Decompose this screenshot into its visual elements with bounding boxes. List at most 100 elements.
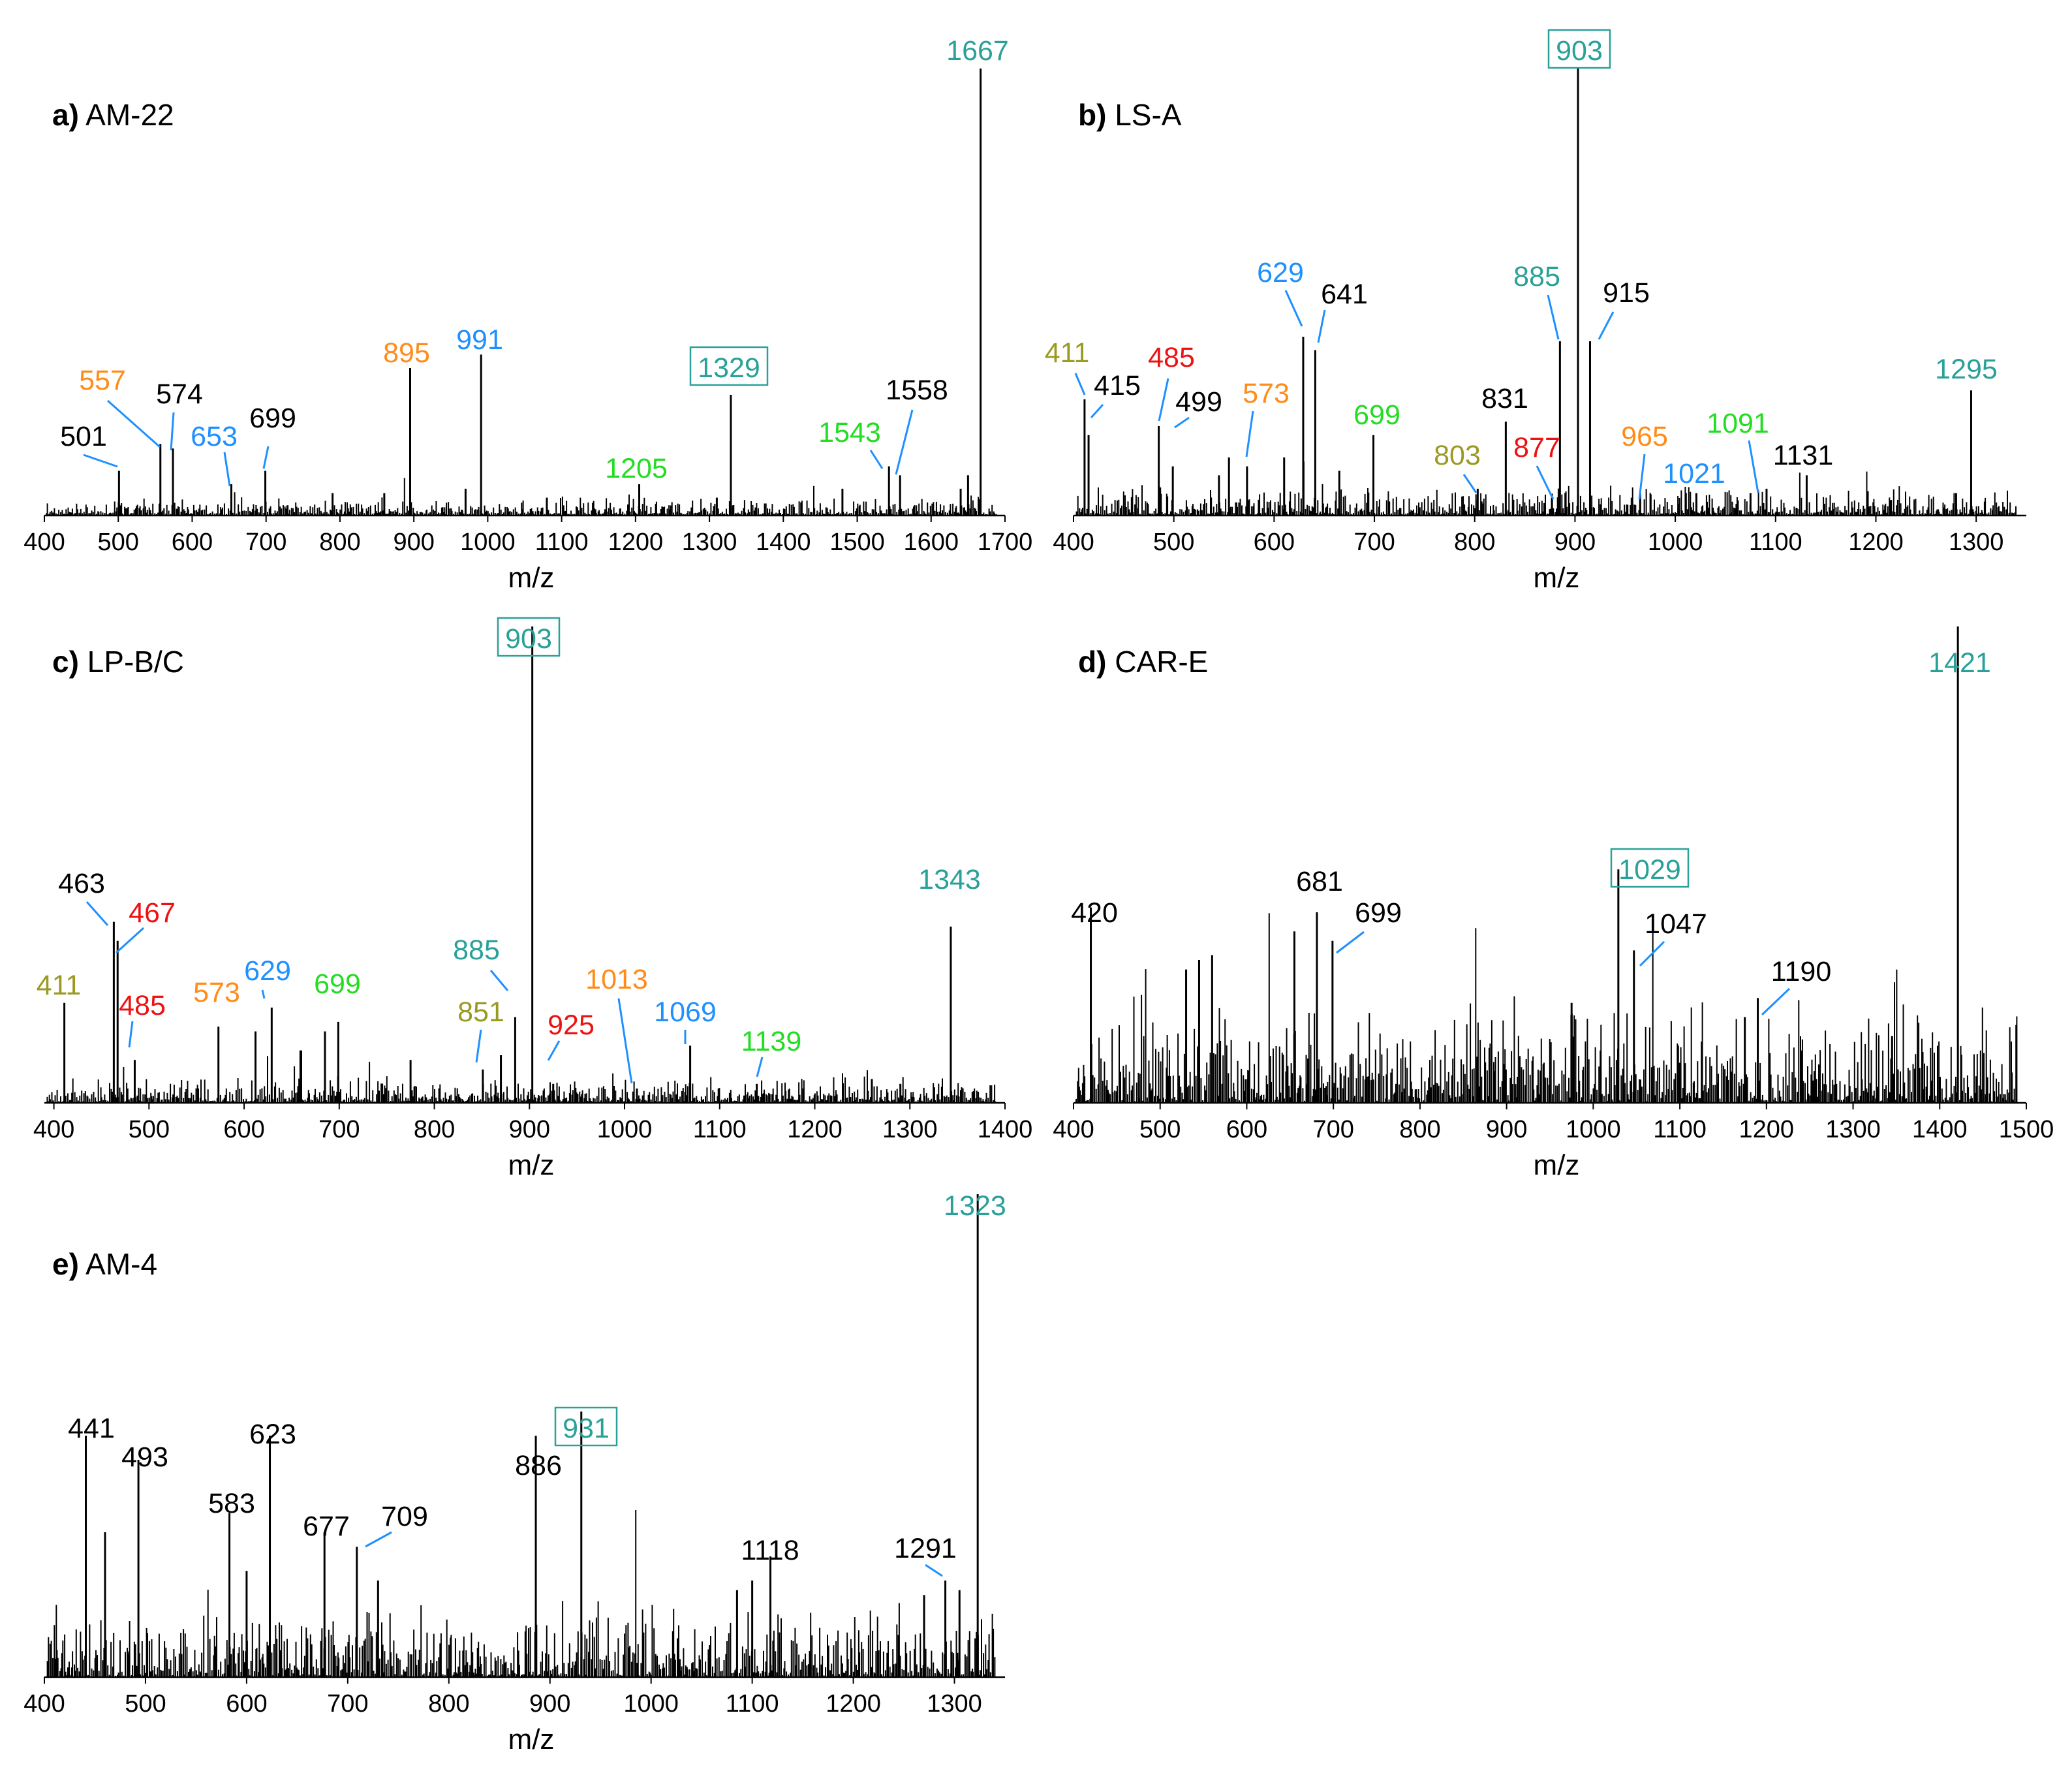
leader-line — [617, 998, 633, 1084]
peak-label: 1421 — [1928, 647, 1991, 679]
peak-label: 1295 — [1935, 354, 1998, 385]
panel-letter: b) — [1078, 98, 1106, 132]
peak-label: 583 — [208, 1488, 255, 1519]
x-tick-label: 1400 — [756, 529, 811, 556]
panel-e: e) AM-4 400 500 600 700 800 900 1000 1100 1200 130… — [23, 1190, 1006, 1755]
peak-label: 1139 — [741, 1026, 801, 1057]
peak-label: 1131 — [1773, 440, 1833, 471]
peak-label: 573 — [1243, 378, 1290, 409]
peak-label: 677 — [303, 1511, 350, 1542]
peak-label: 557 — [79, 365, 126, 396]
peak-label: 485 — [119, 990, 166, 1021]
x-tick-label: 800 — [1399, 1116, 1440, 1143]
x-tick-label: 1300 — [1949, 529, 2004, 556]
x-tick-label: 500 — [129, 1116, 170, 1143]
peak-label-box — [1610, 848, 1690, 888]
noise-peaks — [46, 1050, 997, 1103]
x-tick-label: 1200 — [1739, 1116, 1795, 1143]
leader-line — [1462, 474, 1477, 493]
peak-label: 1558 — [886, 375, 948, 406]
x-tick-label: 700 — [1312, 1116, 1353, 1143]
x-tick-label: 700 — [327, 1690, 368, 1718]
leader-line — [895, 409, 914, 475]
peak-label: 441 — [68, 1413, 115, 1444]
peak-label: 903 — [505, 623, 552, 655]
leader-line — [365, 1531, 392, 1548]
x-tick-label: 900 — [1554, 529, 1596, 556]
leader-line — [83, 454, 118, 468]
panel-name: AM-4 — [79, 1247, 157, 1281]
peak-label: 925 — [548, 1010, 595, 1041]
peak-label: 877 — [1513, 432, 1560, 463]
panel-letter: e) — [52, 1247, 79, 1281]
x-tick-label: 1100 — [726, 1690, 779, 1718]
x-axis-label: m/z — [508, 1723, 555, 1755]
peak-labels: 1667 1329 991 895 699 653 574 557 501 1205 1543155… — [60, 35, 1009, 487]
peak-label: 1329 — [698, 352, 760, 384]
x-tick-label: 1200 — [608, 529, 664, 556]
peak-label: 699 — [249, 403, 296, 434]
leader-line — [489, 970, 509, 991]
panel-letter: c) — [52, 645, 79, 679]
x-tick-label: 1300 — [927, 1690, 982, 1718]
x-tick-label: 1300 — [682, 529, 737, 556]
peak-label: 699 — [314, 968, 361, 1000]
peak-label: 886 — [515, 1450, 562, 1481]
x-tick-label: 400 — [33, 1116, 74, 1143]
x-tick-label: 1600 — [903, 529, 959, 556]
peak-label: 885 — [1513, 261, 1560, 292]
peak-label: 903 — [1556, 35, 1603, 67]
leader-line — [475, 1029, 482, 1063]
peak-label: 895 — [383, 337, 430, 369]
leader-line — [107, 399, 161, 448]
x-tick-label: 600 — [172, 529, 213, 556]
peaks — [1090, 626, 1959, 1103]
panel-b: b) LS-A 400 500 600 700 800 900 1000 1100 1200 130… — [1045, 29, 2026, 594]
x-tick-label: 600 — [1254, 529, 1295, 556]
x-tick-label: 1100 — [1653, 1116, 1707, 1143]
x-tick-label: 700 — [245, 529, 286, 556]
peak-label: 1013 — [585, 964, 648, 995]
panel-title: e) AM-4 — [52, 1247, 157, 1281]
peak-label: 467 — [129, 897, 176, 929]
leader-line — [1598, 311, 1615, 340]
panel-title: b) LS-A — [1078, 98, 1182, 132]
peaks — [63, 626, 952, 1103]
peak-label-box — [689, 346, 769, 386]
x-tick-label: 1300 — [882, 1116, 938, 1143]
leader-line — [115, 927, 145, 954]
peak-label: 629 — [1257, 257, 1304, 288]
x-axis-label: m/z — [1534, 562, 1580, 594]
peak-label: 641 — [1321, 279, 1368, 310]
x-tick-label: 600 — [226, 1690, 267, 1718]
peak-label: 1047 — [1645, 908, 1707, 940]
peak-label: 629 — [244, 955, 291, 987]
leader-line — [1090, 403, 1104, 419]
peak-label: 885 — [453, 934, 500, 966]
x-tick-label: 1300 — [1825, 1116, 1881, 1143]
panel-letter: d) — [1078, 645, 1106, 679]
peak-label: 420 — [1071, 897, 1118, 929]
x-tick-label: 1200 — [826, 1690, 881, 1718]
leader-line — [1761, 987, 1791, 1016]
x-tick-label: 500 — [1139, 1116, 1181, 1143]
peak-label: 991 — [456, 324, 503, 356]
peak-label: 573 — [193, 977, 240, 1008]
leader-line — [869, 450, 884, 469]
leader-line — [1639, 940, 1665, 967]
x-tick-label: 500 — [98, 529, 139, 556]
x-tick-label: 800 — [428, 1690, 469, 1718]
peak-label: 623 — [249, 1419, 296, 1450]
x-tick-label: 500 — [1153, 529, 1194, 556]
peak-label: 851 — [457, 996, 504, 1028]
peak-label: 699 — [1353, 399, 1400, 431]
x-tick-label: 900 — [529, 1690, 570, 1718]
x-tick-label: 600 — [1226, 1116, 1267, 1143]
leader-line — [1536, 465, 1554, 500]
x-tick-label: 900 — [509, 1116, 550, 1143]
peak-label: 1118 — [741, 1535, 799, 1566]
peak-label: 493 — [121, 1442, 168, 1473]
x-tick-label: 1400 — [1912, 1116, 1968, 1143]
